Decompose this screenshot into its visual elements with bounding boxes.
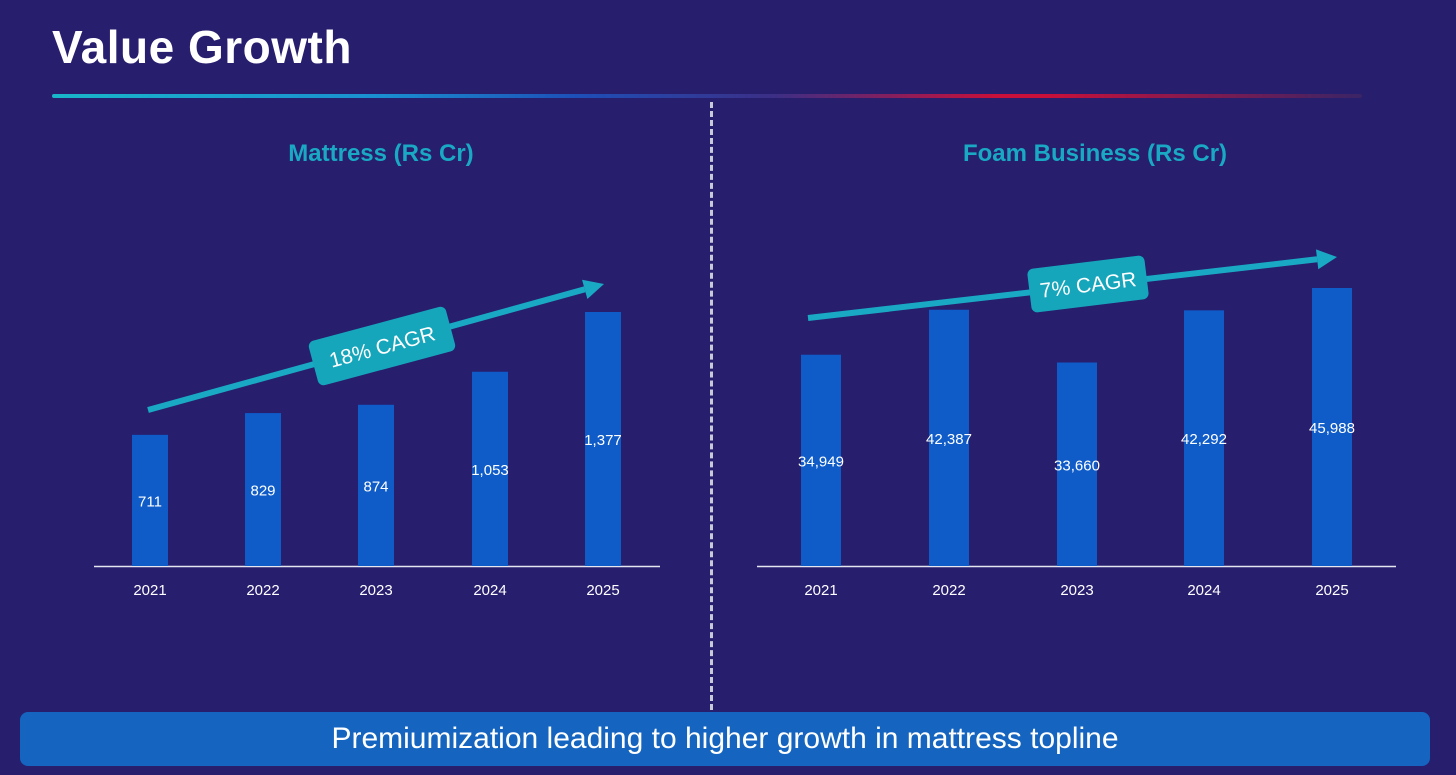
- x-tick-label: 2024: [1187, 582, 1220, 599]
- bar: [801, 354, 841, 566]
- x-tick-label: 2025: [1315, 582, 1348, 599]
- bar: [245, 413, 281, 566]
- x-tick-label: 2024: [473, 582, 506, 599]
- x-tick-label: 2023: [1060, 582, 1093, 599]
- bar-value-label: 42,292: [1181, 431, 1227, 448]
- bar: [358, 404, 394, 566]
- foam-chart: 34,949 2021 42,387 2022 33,660 2023 42,292 2024…: [757, 249, 1396, 599]
- bar: [929, 309, 969, 566]
- page-title: Value Growth: [52, 21, 352, 73]
- banner-text: Premiumization leading to higher growth …: [331, 722, 1119, 755]
- x-tick-label: 2021: [133, 582, 166, 599]
- bar-value-label: 45,988: [1309, 420, 1355, 437]
- bar-value-label: 711: [138, 493, 162, 510]
- bar: [1184, 310, 1224, 566]
- chart-divider: [710, 102, 713, 710]
- bar-value-label: 1,053: [471, 462, 509, 479]
- bottom-banner: Premiumization leading to higher growth …: [20, 712, 1430, 766]
- cagr-badge-background: [1027, 255, 1149, 313]
- bar-value-label: 34,949: [798, 453, 844, 470]
- cagr-badge-background: [308, 306, 456, 386]
- bar: [1312, 288, 1352, 566]
- arrow-head-icon: [582, 279, 604, 299]
- bar: [1057, 362, 1097, 566]
- bar: [132, 434, 168, 566]
- x-tick-label: 2025: [586, 582, 619, 599]
- title-underline: [52, 94, 1362, 98]
- x-tick-label: 2023: [359, 582, 392, 599]
- bar-value-label: 874: [363, 478, 388, 495]
- bar-value-label: 829: [250, 483, 275, 500]
- bar: [472, 371, 508, 566]
- foam-chart-title: Foam Business (Rs Cr): [962, 140, 1228, 167]
- x-tick-label: 2021: [804, 582, 837, 599]
- bar-value-label: 42,387: [926, 431, 972, 448]
- x-tick-label: 2022: [246, 582, 279, 599]
- arrow-head-icon: [1315, 249, 1337, 270]
- mattress-chart-title: Mattress (Rs Cr): [288, 140, 474, 167]
- x-tick-label: 2022: [932, 582, 965, 599]
- bar-value-label: 1,377: [584, 432, 622, 449]
- bar: [585, 312, 621, 566]
- cagr-badge: 7% CAGR: [1027, 255, 1149, 313]
- bar-value-label: 33,660: [1054, 457, 1100, 474]
- mattress-chart: 7112021829202287420231,05320241,37720251…: [94, 279, 660, 599]
